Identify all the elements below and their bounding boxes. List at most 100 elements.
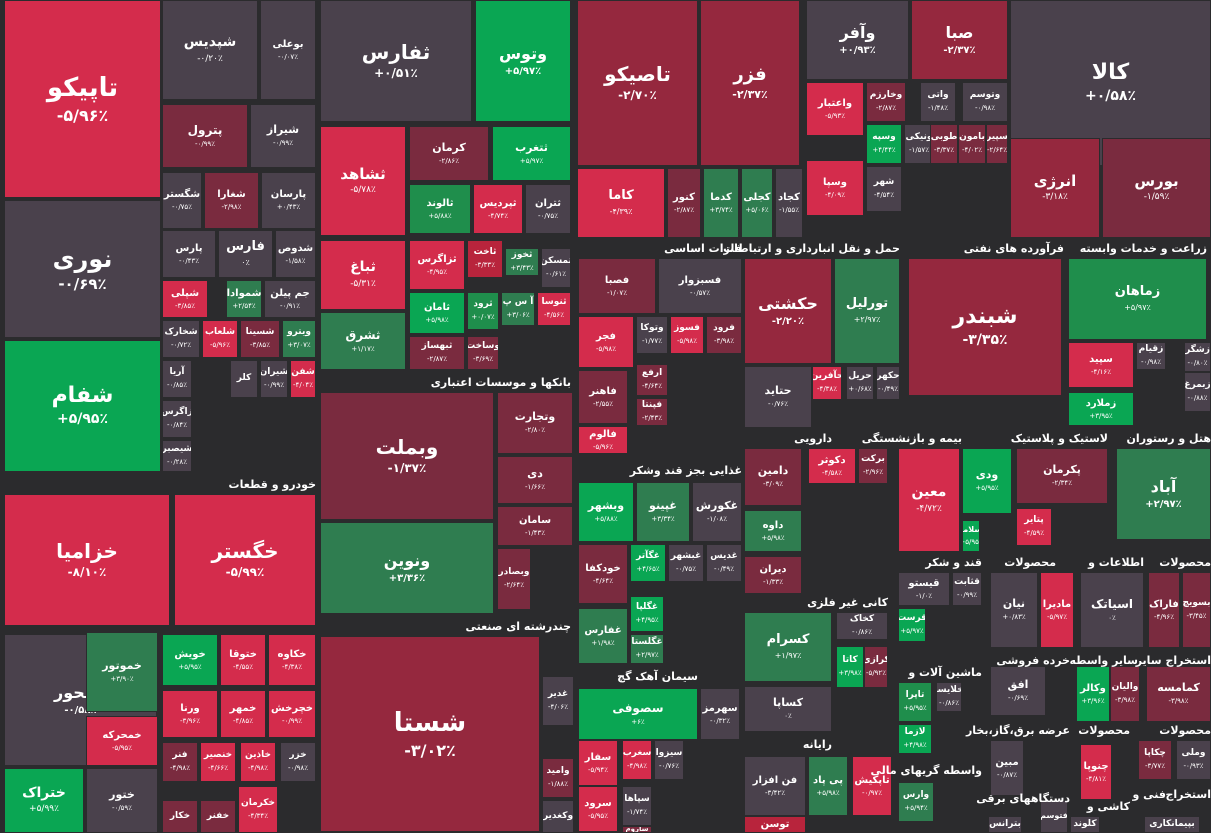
stock-tile[interactable]: غگآتر +۴/۶۵٪	[630, 544, 666, 582]
stock-tile[interactable]: سامان -۱/۴۳٪	[497, 506, 573, 546]
stock-tile[interactable]: شلعاب -۵/۹۶٪	[202, 320, 238, 358]
stock-tile[interactable]: ودی +۵/۹۵٪	[962, 448, 1012, 514]
stock-tile[interactable]: فن افزار -۳/۴۲٪	[744, 756, 806, 816]
sector-header[interactable]: فلزات اساسی	[664, 242, 742, 255]
stock-tile[interactable]: ونوین +۳/۳۶٪	[320, 522, 494, 614]
stock-tile[interactable]: غپینو +۳/۳۴٪	[636, 482, 690, 542]
stock-tile[interactable]: ویترو +۳/۰۷٪	[282, 320, 316, 358]
stock-tile[interactable]: کمامسه -۳/۹۸٪	[1146, 666, 1211, 722]
stock-tile[interactable]: آباد +۲/۹۷٪	[1116, 448, 1211, 540]
stock-tile[interactable]: خکرمان -۴/۳۴٪	[238, 786, 278, 833]
stock-tile[interactable]: وآفر +۰/۹۳٪	[806, 0, 909, 80]
stock-tile[interactable]: خمحرکه -۵/۹۵٪	[86, 716, 158, 766]
stock-tile[interactable]: چکاپا -۳/۷۷٪	[1138, 740, 1172, 780]
stock-tile[interactable]: سرود -۵/۹۵٪	[578, 786, 618, 832]
stock-tile[interactable]: ثالوند +۵/۸۸٪	[409, 184, 471, 234]
stock-tile[interactable]: سصوفی +۶٪	[578, 688, 698, 740]
stock-tile[interactable]: شگستر -۰/۷۵٪	[162, 172, 202, 229]
stock-tile[interactable]: پکرمان -۲/۳۴٪	[1016, 448, 1108, 504]
sector-header[interactable]: خرده فروشی	[996, 654, 1070, 667]
stock-tile[interactable]: شفن -۴/۰۴٪	[290, 360, 316, 398]
stock-tile[interactable]: حکهر -۰/۴۹٪	[876, 366, 900, 400]
stock-tile[interactable]: وسپا -۴/۰۹٪	[806, 160, 864, 216]
stock-tile[interactable]: ورنا -۳/۹۶٪	[162, 690, 218, 738]
stock-tile[interactable]: ثخوز +۳/۴۳٪	[505, 248, 539, 276]
stock-tile[interactable]: پترول -۰/۹۹٪	[162, 104, 248, 168]
stock-tile[interactable]: ارفع -۴/۶۴٪	[636, 364, 668, 396]
stock-tile[interactable]: ثشاهد -۵/۷۸٪	[320, 126, 406, 236]
stock-tile[interactable]: سپید -۴/۱۶٪	[1068, 342, 1134, 388]
stock-tile[interactable]: والیان -۳/۹۸٪	[1110, 666, 1140, 722]
stock-tile[interactable]: ساروم	[622, 826, 652, 833]
stock-tile[interactable]: فالوم -۵/۹۶٪	[578, 426, 628, 454]
stock-tile[interactable]: دیران -۱/۳۳٪	[744, 556, 802, 594]
stock-tile[interactable]: خزامیا -۸/۱۰٪	[4, 494, 170, 626]
stock-tile[interactable]: تاپیکو -۵/۹۶٪	[4, 0, 161, 198]
stock-tile[interactable]: فنر -۴/۹۸٪	[162, 742, 198, 782]
stock-tile[interactable]: صبا -۲/۳۷٪	[911, 0, 1008, 80]
sector-header[interactable]: محصولات	[1078, 724, 1130, 737]
stock-tile[interactable]: غگلپا +۴/۹۵٪	[630, 596, 664, 632]
stock-tile[interactable]: پی پاد +۵/۹۸٪	[808, 756, 848, 816]
stock-tile[interactable]: فسبزوار -۰/۵۷٪	[658, 258, 742, 314]
stock-tile[interactable]: کرمان -۲/۸۶٪	[409, 126, 489, 181]
stock-tile[interactable]: تاپکیش -۰/۹۷٪	[852, 756, 892, 816]
stock-tile[interactable]: کجلی +۵/۰۶٪	[741, 168, 773, 238]
sector-header[interactable]: فرآورده های نفتی	[963, 242, 1064, 255]
stock-tile[interactable]: دی -۱/۶۶٪	[497, 456, 573, 504]
stock-tile[interactable]: فاهنر -۲/۵۵٪	[578, 370, 628, 424]
sector-header[interactable]: لاستیک و پلاستیک	[1010, 432, 1108, 445]
sector-header[interactable]: سایر واسطه	[1069, 654, 1138, 667]
stock-tile[interactable]: مادیرا -۵/۹۷٪	[1040, 572, 1074, 648]
stock-tile[interactable]: خفنر	[200, 800, 236, 833]
stock-tile[interactable]: وتوس +۵/۹۷٪	[475, 0, 571, 122]
stock-tile[interactable]: حریل +۰/۶۸٪	[846, 366, 874, 400]
sector-header[interactable]: زراعت و خدمات وابسته	[1079, 242, 1207, 255]
sector-header[interactable]: محصولات	[1159, 556, 1211, 569]
stock-tile[interactable]: وسلامت +۵/۹۵٪	[962, 520, 980, 552]
stock-tile[interactable]: سغرب -۴/۹۸٪	[622, 740, 652, 780]
stock-tile[interactable]: خموتور +۳/۹۰٪	[86, 632, 158, 712]
stock-tile[interactable]: کرازی -۵/۹۲٪	[864, 646, 888, 688]
stock-tile[interactable]: فزر -۲/۳۷٪	[700, 0, 800, 166]
stock-tile[interactable]: قیستو -۱/۰٪	[898, 572, 950, 606]
stock-tile[interactable]: زبمرغ -۰/۸۸٪	[1184, 372, 1211, 412]
stock-tile[interactable]: آ س پ +۳/۰۶٪	[501, 292, 535, 326]
sector-header[interactable]: خودرو و قطعات	[228, 478, 316, 491]
stock-tile[interactable]: زملارد +۳/۹۵٪	[1068, 392, 1134, 426]
sector-header[interactable]: ماشین آلات و	[908, 666, 982, 679]
stock-tile[interactable]: بسویچ -۳/۴۵٪	[1182, 572, 1211, 648]
sector-header[interactable]: چندرشته ای صنعتی	[465, 620, 571, 633]
stock-tile[interactable]: قثابت -۰/۹۹٪	[952, 572, 982, 606]
stock-tile[interactable]: نوری -۰/۶۹٪	[4, 200, 161, 338]
sector-header[interactable]: عرضه برق،گاز،بخار	[965, 724, 1070, 737]
stock-tile[interactable]: خلایسا -۰/۸۶٪	[936, 682, 962, 712]
stock-tile[interactable]: دکوثر -۴/۵۸٪	[808, 448, 856, 484]
stock-tile[interactable]: فصبا -۱/۰۷٪	[578, 258, 656, 314]
sector-header[interactable]: اطلاعات و	[1088, 556, 1144, 569]
stock-tile[interactable]: خچرخش -۰/۹۹٪	[268, 690, 316, 738]
stock-tile[interactable]: شستا -۳/۰۲٪	[320, 636, 540, 832]
stock-tile[interactable]: طوبی -۳/۳۷٪	[930, 124, 958, 164]
stock-tile[interactable]: شپدیس -۰/۲۰٪	[162, 0, 258, 100]
stock-tile[interactable]: برکت -۲/۹۶٪	[858, 448, 888, 484]
stock-tile[interactable]: سفار -۵/۹۴٪	[578, 740, 618, 786]
stock-tile[interactable]: کدما +۳/۷۴٪	[703, 168, 739, 238]
stock-tile[interactable]: غفارس +۱/۹۸٪	[578, 608, 628, 664]
stock-tile[interactable]: شهر -۴/۵۴٪	[866, 166, 902, 212]
sector-header[interactable]: استخراج	[1165, 788, 1211, 801]
stock-tile[interactable]: ختراک +۵/۹۹٪	[4, 768, 84, 833]
stock-tile[interactable]: خزر -۰/۹۸٪	[280, 742, 316, 782]
stock-tile[interactable]: کخاک -۰/۸۶٪	[836, 612, 888, 640]
stock-tile[interactable]: شیراز -۰/۹۹٪	[250, 104, 316, 168]
stock-tile[interactable]: بترانس	[988, 816, 1022, 833]
stock-tile[interactable]: شغارا -۲/۹۸٪	[204, 172, 259, 229]
stock-tile[interactable]: آریا -۰/۸۵٪	[162, 360, 192, 398]
stock-tile[interactable]: فجر -۵/۹۸٪	[578, 316, 634, 368]
stock-tile[interactable]: زقیام -۰/۹۸٪	[1136, 342, 1166, 370]
stock-tile[interactable]: واعتبار -۵/۹۳٪	[806, 82, 864, 136]
stock-tile[interactable]: واتی -۱/۴۸٪	[920, 82, 956, 122]
stock-tile[interactable]: وبملت -۱/۳۷٪	[320, 392, 494, 520]
stock-tile[interactable]: ثاخت -۳/۳۳٪	[467, 240, 503, 278]
stock-tile[interactable]: ثنوسا -۴/۵۶٪	[537, 292, 571, 326]
